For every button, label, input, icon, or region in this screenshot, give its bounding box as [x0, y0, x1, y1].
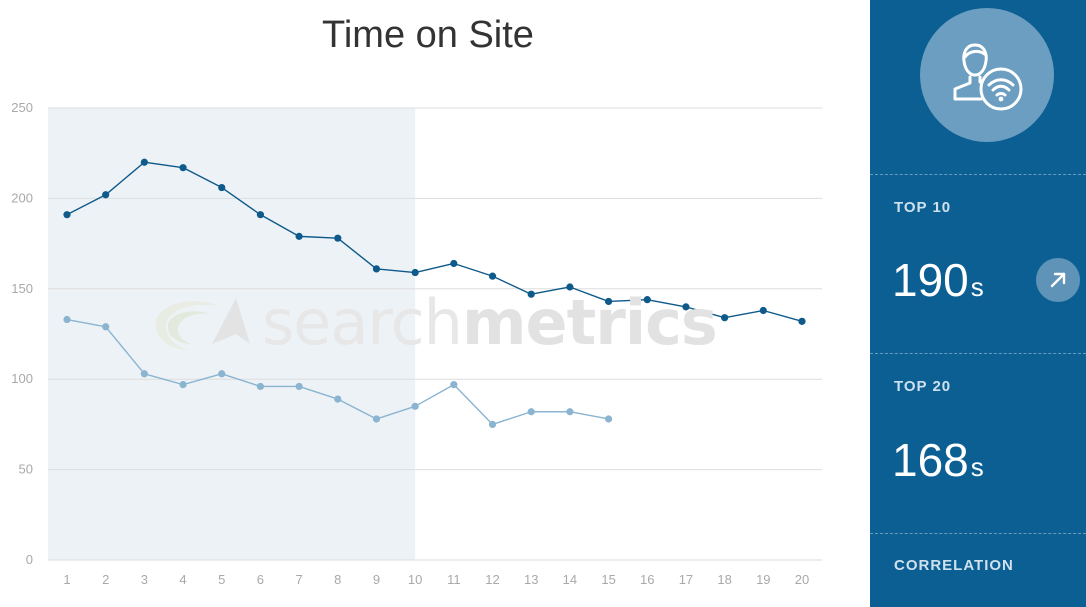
y-tick-label: 250: [11, 100, 33, 115]
chart-area: 0 50 100 150 200 250 1 2 3 4 5 6 7 8 9 10 11 12 13 14 15 16 17…: [11, 14, 822, 587]
y-tick-label: 0: [26, 552, 33, 567]
trend-up-button[interactable]: [1036, 258, 1080, 302]
data-point: [372, 265, 381, 273]
x-tick-label: 3: [141, 572, 148, 587]
x-tick-label: 4: [179, 572, 186, 587]
data-point: [334, 234, 342, 242]
x-tick-label: 1: [63, 572, 70, 587]
stat-value-top20: 168s: [892, 434, 984, 486]
data-point: [566, 283, 574, 291]
data-point: [179, 381, 187, 389]
data-point: [527, 408, 535, 416]
data-point: [140, 158, 148, 166]
y-tick-label: 100: [11, 371, 33, 386]
x-tick-label: 9: [373, 572, 380, 587]
stat-label-top10: TOP 10: [894, 199, 952, 216]
x-tick-label: 17: [679, 572, 693, 587]
x-tick-label: 11: [447, 572, 461, 587]
x-tick-label: 14: [563, 572, 577, 587]
data-point: [798, 317, 806, 325]
data-point: [256, 211, 265, 219]
data-point: [488, 420, 497, 428]
data-point: [450, 381, 458, 389]
y-tick-label: 200: [11, 190, 33, 205]
x-tick-label: 12: [485, 572, 499, 587]
data-point: [721, 314, 729, 322]
user-wifi-icon: [953, 43, 1023, 111]
panel-icon-circle: [920, 8, 1054, 142]
chart-title: Time on Site: [322, 14, 534, 56]
data-point: [372, 415, 381, 423]
data-point: [295, 232, 303, 240]
data-point: [256, 382, 265, 391]
divider: [870, 174, 1086, 175]
data-point: [488, 272, 497, 280]
data-point: [179, 164, 187, 172]
x-tick-label: 13: [524, 572, 538, 587]
x-tick-label: 19: [756, 572, 770, 587]
x-tick-label: 18: [717, 572, 731, 587]
data-point: [218, 370, 226, 378]
x-tick-label: 6: [257, 572, 264, 587]
x-tick-label: 20: [795, 572, 809, 587]
data-point: [140, 370, 148, 378]
x-tick-label: 8: [334, 572, 341, 587]
data-point: [450, 259, 458, 268]
data-point: [334, 395, 342, 403]
divider: [870, 533, 1086, 534]
stat-value-top10: 190s: [892, 254, 984, 306]
data-point: [295, 382, 303, 391]
x-tick-label: 2: [102, 572, 109, 587]
series-line-1: [66, 161, 803, 323]
data-point: [527, 290, 535, 298]
data-point: [643, 296, 651, 304]
data-point: [63, 315, 71, 324]
data-point: [411, 268, 419, 277]
data-point: [102, 191, 110, 199]
arrow-up-right-icon: [1050, 272, 1066, 288]
y-tick-label: 150: [11, 281, 33, 296]
x-tick-label: 7: [295, 572, 302, 587]
data-point: [218, 183, 226, 192]
highlight-band: [48, 108, 416, 560]
data-point: [604, 297, 613, 306]
x-tick-label: 16: [640, 572, 654, 587]
stats-panel: TOP 10 190s TOP 20 168s CORRELATION: [870, 0, 1086, 607]
data-point: [604, 415, 613, 423]
x-tick-label: 10: [408, 572, 422, 587]
data-point: [759, 306, 767, 315]
y-tick-label: 50: [19, 462, 33, 477]
data-point: [566, 408, 574, 416]
data-point: [682, 303, 690, 311]
stat-label-top20: TOP 20: [894, 378, 952, 395]
stat-label-correlation: CORRELATION: [894, 557, 1014, 574]
data-point: [102, 323, 110, 331]
x-tick-label: 15: [601, 572, 615, 587]
data-point: [411, 402, 419, 410]
data-point: [63, 211, 71, 219]
x-tick-label: 5: [218, 572, 225, 587]
divider: [870, 353, 1086, 354]
